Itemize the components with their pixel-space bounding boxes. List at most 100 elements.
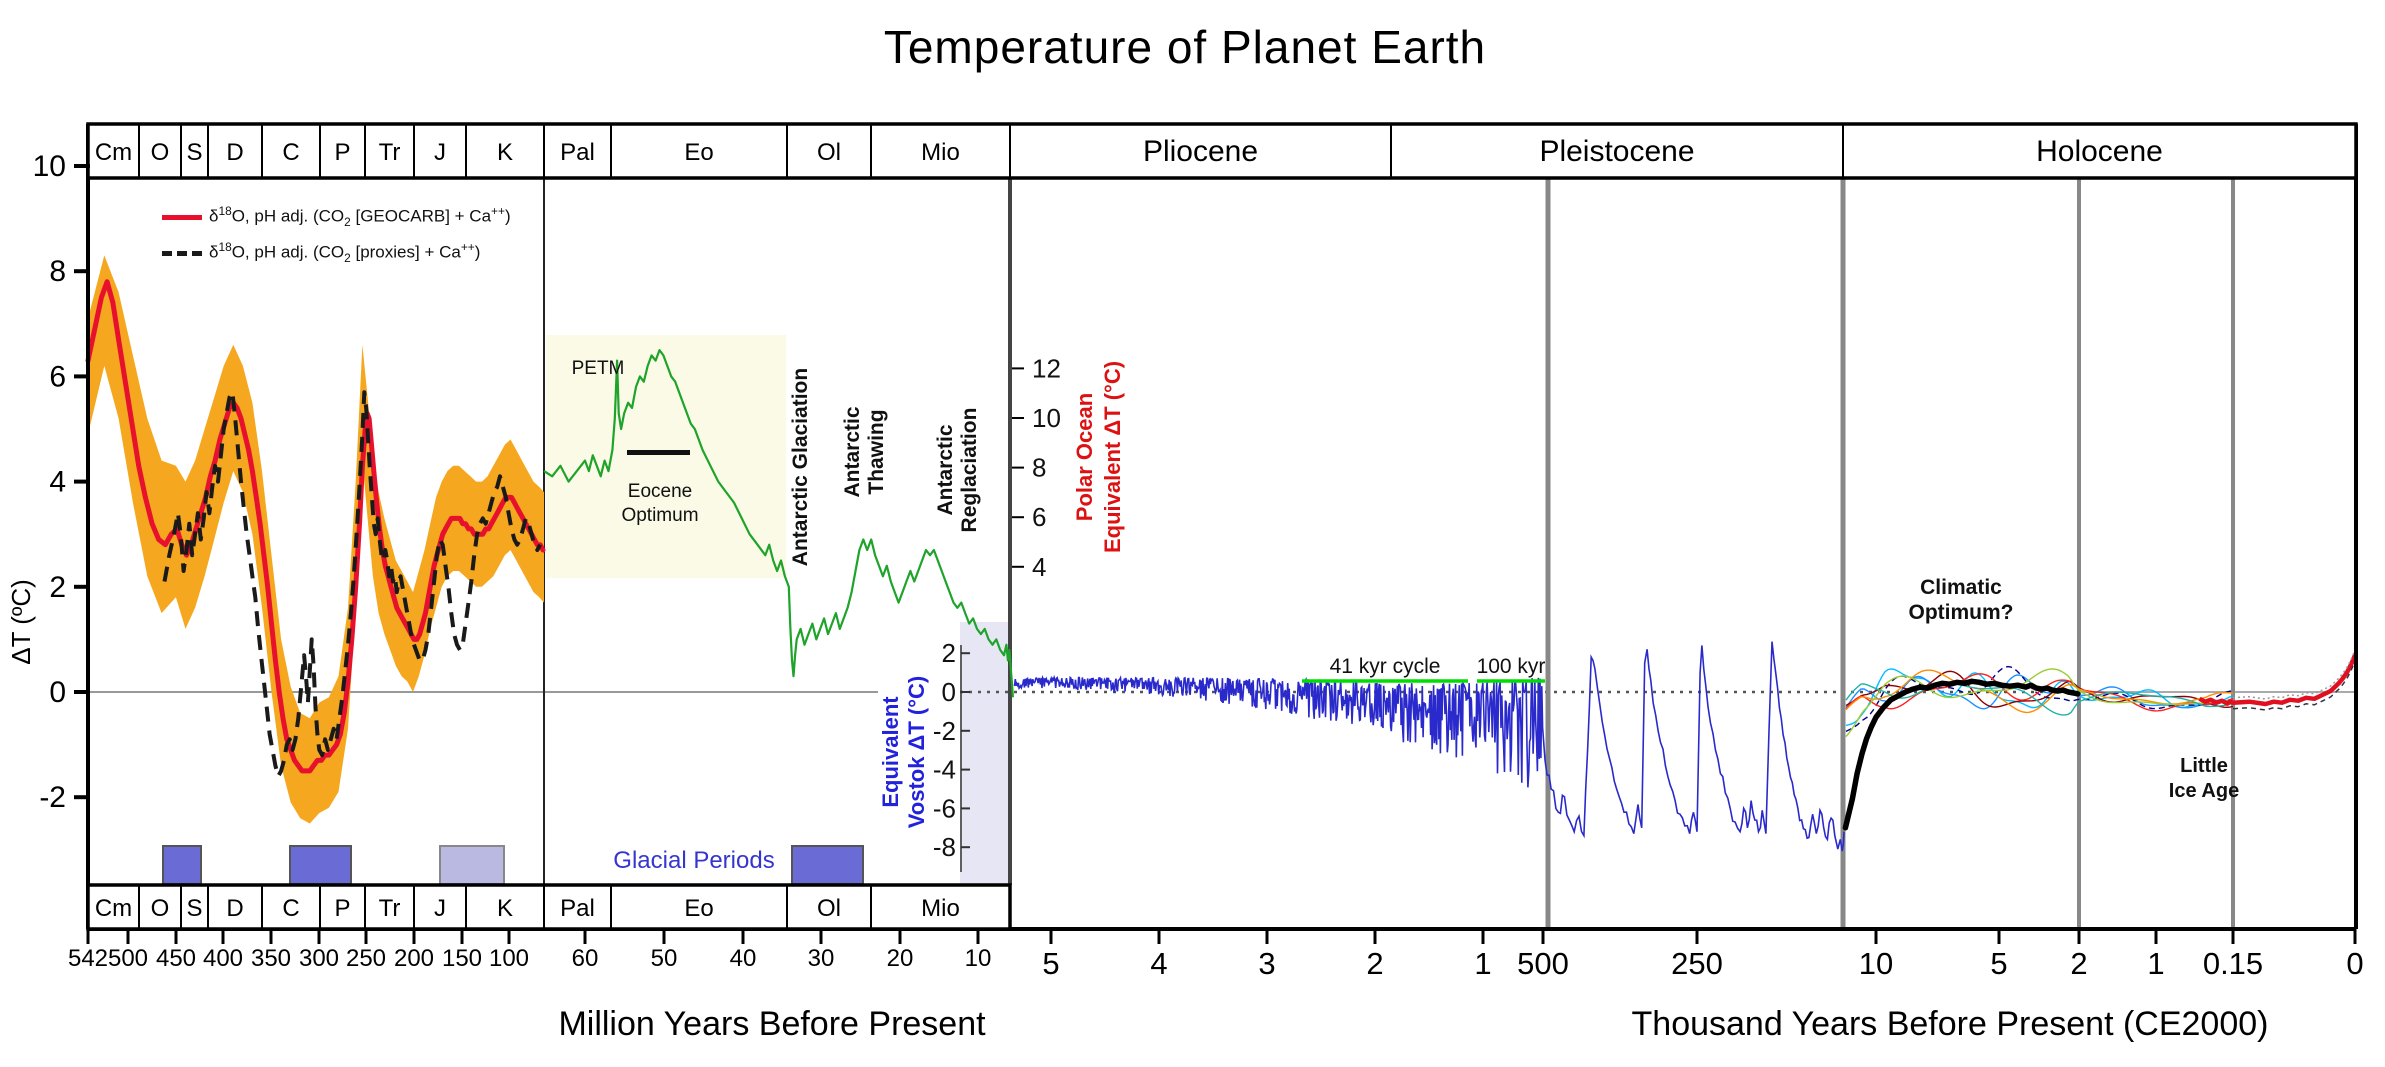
black-dashed-line-icon xyxy=(162,250,202,256)
x-tick-label: 250 xyxy=(346,945,386,972)
x-tick-label: 4 xyxy=(1150,946,1167,981)
vostok-tick-label: -6 xyxy=(933,793,956,823)
annotation-ice-age: Ice Age xyxy=(2169,780,2239,802)
x-tick-label: 500 xyxy=(1517,946,1569,981)
era-band-bottom-cell xyxy=(610,884,788,930)
x-tick-label: 250 xyxy=(1671,946,1723,981)
x-tick-label: 450 xyxy=(156,945,196,972)
legend-label: δ18O, pH adj. (CO2 [GEOCARB] + Ca++) xyxy=(209,204,511,230)
legend: δ18O, pH adj. (CO2 [GEOCARB] + Ca++) δ18O… xyxy=(162,199,511,271)
x-tick-label: 3 xyxy=(1258,946,1275,981)
y-tick-label: 6 xyxy=(49,360,66,393)
axis-caption-million-years: Million Years Before Present xyxy=(558,1005,986,1043)
series-proxies-dashed xyxy=(162,390,542,779)
era-band-top-cell xyxy=(87,123,140,179)
annotation-antarctic: Antarctic xyxy=(934,424,957,515)
polar-tick-label: 4 xyxy=(1032,552,1046,582)
legend-label: δ18O, pH adj. (CO2 [proxies] + Ca++) xyxy=(209,240,481,266)
era-band-top-label: J xyxy=(434,139,446,166)
annotation-antarctic-glaciation: Antarctic Glaciation xyxy=(789,368,812,566)
series-benthic-blue xyxy=(1013,641,1845,852)
annotation-optimum-: Optimum? xyxy=(1909,601,2014,624)
x-tick-label: 400 xyxy=(203,945,243,972)
era-band-bottom-label: S xyxy=(186,895,202,922)
era-band-bottom-cell xyxy=(364,884,415,930)
series-instrumental-red xyxy=(2198,654,2358,707)
axis-caption-thousand-years: Thousand Years Before Present (CE2000) xyxy=(1631,1005,2269,1043)
x-tick-label: 5 xyxy=(1042,946,1059,981)
glacial-period-marker xyxy=(439,845,505,885)
annotation-climatic: Climatic xyxy=(1920,576,2002,599)
x-tick-label: 30 xyxy=(808,945,835,972)
era-band-bottom-label: Tr xyxy=(379,895,401,922)
y-tick-label: 0 xyxy=(49,676,66,709)
polar-tick-label: 10 xyxy=(1032,403,1061,433)
y-tick-label: -2 xyxy=(39,781,66,814)
y-axis-label: ΔT (ºC) xyxy=(6,579,36,665)
annotation-thawing: Thawing xyxy=(865,409,888,494)
era-band-top-label: O xyxy=(151,139,170,166)
vostok-tick-label: -4 xyxy=(933,755,956,785)
polar-tick-label: 6 xyxy=(1032,502,1046,532)
x-tick-label: 0 xyxy=(2346,946,2363,981)
era-band-bottom-label: Pal xyxy=(560,895,595,922)
annotation-equivalent-t-c-: Equivalent ΔT (°C) xyxy=(1100,361,1125,553)
era-band-top-label: Ol xyxy=(817,139,841,166)
annotation-41-kyr-cycle: 41 kyr cycle xyxy=(1330,655,1441,678)
vostok-tick-label: 2 xyxy=(942,638,956,668)
era-band-bottom-outline xyxy=(86,883,1012,931)
x-tick-label: 2 xyxy=(1366,946,1383,981)
vostok-tick-label: 0 xyxy=(942,677,956,707)
y-tick-label: 2 xyxy=(49,571,66,604)
x-tick-label: 1 xyxy=(1474,946,1491,981)
era-band-top-cell xyxy=(207,123,263,179)
x-tick-label: 500 xyxy=(108,945,148,972)
annotation-little: Little xyxy=(2180,755,2228,777)
annotation-glacial-periods: Glacial Periods xyxy=(613,847,774,874)
x-tick-label: 350 xyxy=(251,945,291,972)
x-tick-label: 0.15 xyxy=(2203,946,2263,981)
vostok-axis-highlight-box xyxy=(960,622,1012,885)
series-cenozoic-green xyxy=(543,349,1014,698)
chart-title: Temperature of Planet Earth xyxy=(883,21,1487,73)
legend-row: δ18O, pH adj. (CO2 [proxies] + Ca++) xyxy=(162,235,511,271)
x-tick-label: 10 xyxy=(1859,946,1893,981)
eocene-highlight-box xyxy=(546,335,786,578)
x-tick-label: 150 xyxy=(442,945,482,972)
annotation-vostok-t-c-: Vostok ΔT (°C) xyxy=(904,676,929,829)
era-band-top-label: Pal xyxy=(560,139,595,166)
era-band-top-label: P xyxy=(334,139,350,166)
annotation-polar-ocean: Polar Ocean xyxy=(1072,393,1097,521)
era-band-top-label: Tr xyxy=(379,139,401,166)
x-tick-label: 5 xyxy=(1990,946,2007,981)
x-tick-label: 100 xyxy=(489,945,529,972)
era-band-bottom-label: D xyxy=(226,895,243,922)
era-band-top-label: D xyxy=(226,139,243,166)
vostok-tick-label: -8 xyxy=(933,832,956,862)
y-tick-label: 4 xyxy=(49,466,66,499)
era-band-top-outline xyxy=(86,122,2358,180)
y-tick-label: 10 xyxy=(33,150,66,183)
era-band-top-cell xyxy=(180,123,209,179)
era-band-bottom-label: K xyxy=(497,895,513,922)
series-holocene-proxy xyxy=(1845,682,2234,716)
series-instrumental-companion-dashed xyxy=(2232,660,2356,711)
era-band-bottom-label: P xyxy=(334,895,350,922)
red-solid-line-icon xyxy=(162,214,202,220)
era-band-top-label: Pliocene xyxy=(1143,135,1258,168)
x-tick-label: 2 xyxy=(2070,946,2087,981)
era-band-top-label: Holocene xyxy=(2036,135,2163,168)
annotation-antarctic: Antarctic xyxy=(841,406,864,497)
x-tick-label: 200 xyxy=(394,945,434,972)
era-band-top-cell xyxy=(1009,123,1392,179)
glacial-period-marker xyxy=(162,845,202,885)
era-band-bottom-label: Eo xyxy=(684,895,713,922)
era-band-top-label: Cm xyxy=(95,139,132,166)
x-tick-label: 60 xyxy=(572,945,599,972)
legend-row: δ18O, pH adj. (CO2 [GEOCARB] + Ca++) xyxy=(162,199,511,235)
series-holocene-proxy xyxy=(1845,668,2234,738)
annotation-petm: PETM xyxy=(572,358,625,379)
annotation-100-kyr: 100 kyr xyxy=(1477,655,1546,678)
